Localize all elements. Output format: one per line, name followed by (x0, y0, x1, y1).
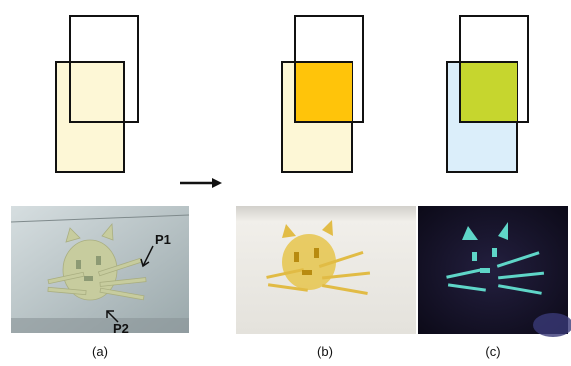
caption-c: (c) (485, 344, 500, 359)
film-p2-a (55, 61, 125, 173)
schematic-b (281, 15, 364, 173)
label-p1: P1 (155, 232, 171, 247)
label-p2: P2 (113, 321, 129, 336)
right-arrow-icon (180, 178, 222, 188)
film-p1-c (459, 15, 529, 123)
schematic-c (446, 15, 529, 173)
p2-arrow-icon (106, 310, 119, 323)
photo-c (418, 206, 571, 337)
schematic-a (55, 15, 139, 173)
overlap-region-b (295, 63, 352, 122)
caption-a: (a) (92, 344, 108, 359)
overlap-region-c (460, 63, 517, 122)
caption-b: (b) (317, 344, 333, 359)
cat-drawing-b (266, 220, 371, 295)
cat-drawing-c (446, 222, 545, 295)
p1-arrow-icon (140, 245, 154, 268)
film-p1-a (69, 15, 139, 123)
photo-b (236, 206, 416, 334)
film-p1-b (294, 15, 364, 123)
photo-a: P1 P2 (10, 206, 190, 336)
cat-drawing-a (47, 222, 147, 301)
